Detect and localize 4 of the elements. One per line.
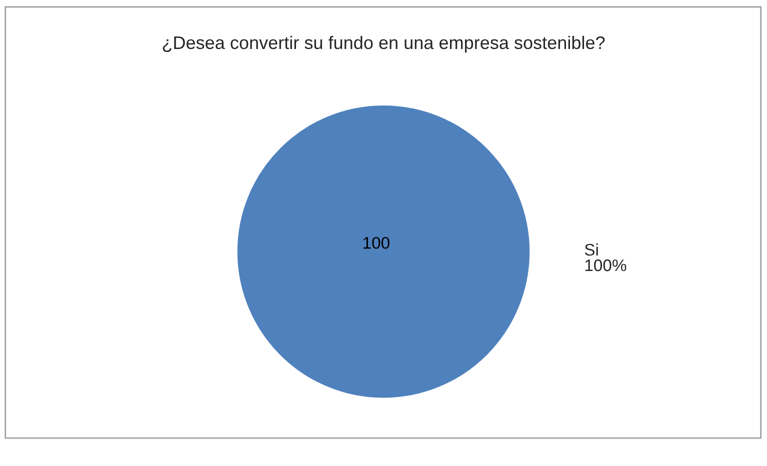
slice-label: Si <box>584 243 598 256</box>
chart-title: ¿Desea convertir su fundo en una empresa sostenible? <box>162 36 605 53</box>
text: 100% <box>585 259 626 272</box>
data-label: 100 <box>364 236 390 249</box>
